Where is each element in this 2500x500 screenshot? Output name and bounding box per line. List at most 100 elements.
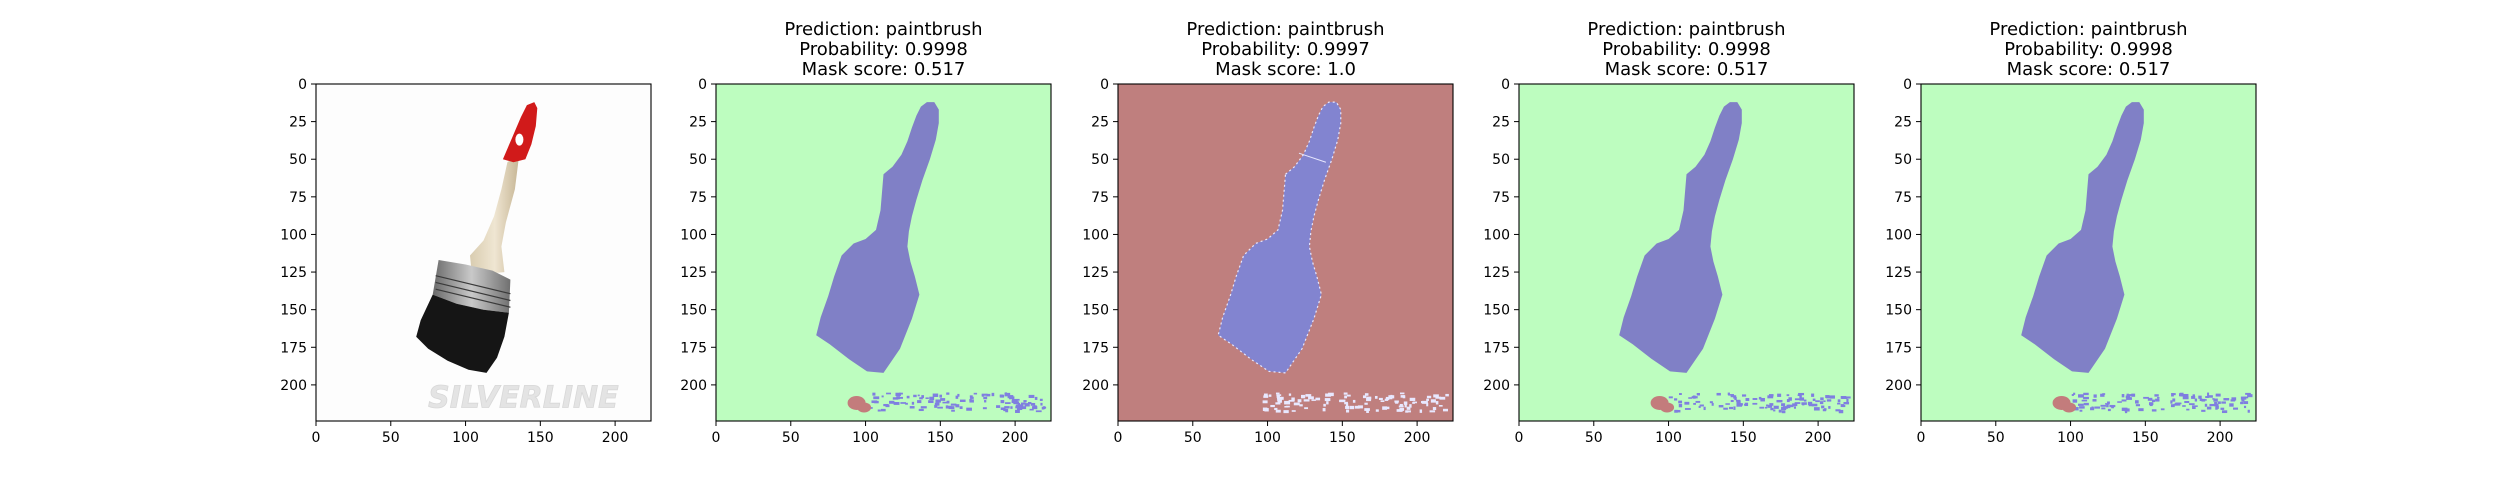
image-area xyxy=(1118,84,1453,421)
y-tick-label: 25 xyxy=(689,115,707,131)
axes-frame xyxy=(315,83,652,422)
panel-title-line: Probability: 0.9998 xyxy=(799,39,968,60)
mask-noise xyxy=(868,392,1047,413)
y-tick-label: 175 xyxy=(1082,340,1109,356)
x-tick-label: 150 xyxy=(527,430,554,446)
y-tick-label: 200 xyxy=(280,378,307,394)
panel-title-line: Prediction: paintbrush xyxy=(1587,19,1785,40)
y-tick-label: 0 xyxy=(1501,77,1510,93)
x-tick-label: 150 xyxy=(927,430,954,446)
mask-boundary xyxy=(1298,152,1327,163)
y-tick-label: 150 xyxy=(1082,303,1109,319)
axes-frame xyxy=(1518,83,1855,422)
y-tick-label: 175 xyxy=(1483,340,1510,356)
image-area: SILVERLINE xyxy=(316,84,651,421)
y-tick-label: 125 xyxy=(680,265,707,281)
y-tick-label: 75 xyxy=(689,190,707,206)
panel-title-line: Probability: 0.9998 xyxy=(1602,39,1771,60)
ferrule-ridge xyxy=(435,281,511,302)
y-tick-label: 175 xyxy=(280,340,307,356)
panel-title-line: Mask score: 0.517 xyxy=(1605,59,1769,80)
y-tick-label: 75 xyxy=(1492,190,1510,206)
mask-object xyxy=(2021,102,2144,373)
y-tick-label: 100 xyxy=(1885,227,1912,243)
y-tick-label: 200 xyxy=(680,378,707,394)
axes-frame xyxy=(1117,83,1454,422)
x-tick-label: 50 xyxy=(1987,430,2005,446)
panel-title-line: Prediction: paintbrush xyxy=(784,19,982,40)
mask-blob xyxy=(857,402,872,413)
x-tick-label: 100 xyxy=(852,430,879,446)
brush-tip xyxy=(502,102,538,163)
mask-object xyxy=(1217,101,1342,374)
y-tick-label: 25 xyxy=(289,115,307,131)
y-tick-label: 0 xyxy=(698,77,707,93)
mask-noise xyxy=(2071,392,2253,414)
y-tick-label: 0 xyxy=(1100,77,1109,93)
x-tick-label: 50 xyxy=(1184,430,1202,446)
panel-title-line: Mask score: 0.517 xyxy=(2007,59,2171,80)
x-tick-label: 200 xyxy=(1002,430,1029,446)
brush-handle xyxy=(470,153,520,274)
y-tick-label: 125 xyxy=(280,265,307,281)
x-tick-label: 0 xyxy=(1515,430,1524,446)
image-area xyxy=(1519,84,1854,421)
y-tick-label: 25 xyxy=(1091,115,1109,131)
y-tick-label: 175 xyxy=(1885,340,1912,356)
axes-frame xyxy=(1920,83,2257,422)
y-tick-label: 50 xyxy=(1894,152,1912,168)
x-tick-label: 100 xyxy=(1655,430,1682,446)
x-tick-label: 200 xyxy=(1404,430,1431,446)
brush-ferrule xyxy=(432,260,511,313)
y-tick-label: 125 xyxy=(1885,265,1912,281)
panel-title-line: Mask score: 0.517 xyxy=(802,59,966,80)
mask-blob xyxy=(2062,402,2077,413)
x-tick-label: 150 xyxy=(1730,430,1757,446)
y-tick-label: 200 xyxy=(1082,378,1109,394)
y-tick-label: 125 xyxy=(1483,265,1510,281)
panel-title-line: Prediction: paintbrush xyxy=(1186,19,1384,40)
y-tick-label: 50 xyxy=(289,152,307,168)
panel-original: SILVERLINE 0 50 100 150 200 0 25 50 75 100 125 150 17… xyxy=(280,77,652,446)
y-tick-label: 75 xyxy=(289,190,307,206)
y-tick-label: 175 xyxy=(680,340,707,356)
y-tick-label: 25 xyxy=(1492,115,1510,131)
image-area xyxy=(1921,84,2256,421)
x-tick-label: 0 xyxy=(712,430,721,446)
image-area xyxy=(716,84,1051,421)
y-tick-label: 50 xyxy=(689,152,707,168)
ferrule-ridge xyxy=(435,275,511,295)
x-tick-label: 100 xyxy=(1254,430,1281,446)
x-tick-label: 50 xyxy=(782,430,800,446)
panel-title-line: Probability: 0.9998 xyxy=(2004,39,2173,60)
y-tick-label: 75 xyxy=(1894,190,1912,206)
x-tick-label: 150 xyxy=(2132,430,2159,446)
y-tick-label: 0 xyxy=(1903,77,1912,93)
y-tick-label: 150 xyxy=(1885,303,1912,319)
ferrule-ridge xyxy=(435,288,511,308)
brush-bristles xyxy=(416,294,509,373)
y-tick-label: 50 xyxy=(1091,152,1109,168)
y-tick-label: 200 xyxy=(1483,378,1510,394)
y-tick-label: 0 xyxy=(298,77,307,93)
x-tick-label: 100 xyxy=(2057,430,2084,446)
hang-hole xyxy=(515,133,524,146)
y-tick-label: 150 xyxy=(680,303,707,319)
panel-title-line: Probability: 0.9997 xyxy=(1201,39,1370,60)
x-tick-label: 200 xyxy=(602,430,629,446)
x-tick-label: 150 xyxy=(1329,430,1356,446)
x-tick-label: 0 xyxy=(1917,430,1926,446)
y-tick-label: 150 xyxy=(1483,303,1510,319)
y-tick-label: 200 xyxy=(1885,378,1912,394)
y-tick-label: 125 xyxy=(1082,265,1109,281)
y-tick-label: 25 xyxy=(1894,115,1912,131)
panel-title-line: Mask score: 1.0 xyxy=(1215,59,1356,80)
y-tick-label: 100 xyxy=(280,227,307,243)
mask-noise xyxy=(1668,392,1851,414)
mask-noise xyxy=(1262,392,1449,414)
mask-object xyxy=(816,102,939,373)
